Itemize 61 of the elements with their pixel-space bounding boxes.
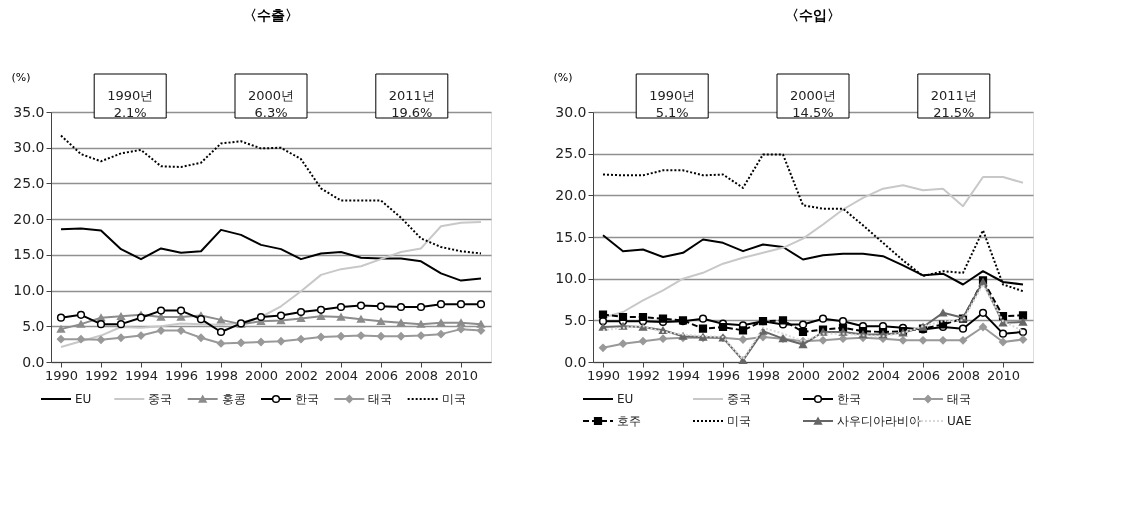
y-tick-label: 35.0 (13, 103, 45, 120)
annotation: 2000년 14.5% (789, 88, 837, 120)
annotation: 1990년 5.1% (649, 88, 696, 120)
x-tick-label: 2004 (324, 367, 359, 383)
legend-label: 호주 (617, 414, 641, 428)
y-tick-label: 15.0 (13, 246, 45, 263)
x-tick-label: 2004 (866, 367, 901, 383)
x-tick-label: 1992 (626, 367, 661, 383)
x-tick-label: 2000 (244, 367, 279, 383)
legend-label: EU (75, 392, 92, 406)
x-tick-label: 2006 (364, 367, 399, 383)
annotation: 2011년 21.5% (930, 88, 977, 120)
legend-label: 한국 (837, 392, 861, 406)
x-tick-label: 2000 (786, 367, 821, 383)
x-tick-label: 1990 (586, 367, 621, 383)
legend-label: 태국 (368, 392, 393, 406)
x-tick-label: 1994 (666, 367, 701, 383)
x-tick-label: 1990 (44, 367, 79, 383)
annotation: 2011년 19.6% (388, 88, 435, 120)
legend-label: 홍콩 (221, 392, 246, 406)
y-tick-label: 20.0 (13, 210, 45, 227)
x-tick-label: 1996 (706, 367, 741, 383)
x-tick-label: 1998 (204, 367, 239, 383)
x-tick-label: 2010 (986, 367, 1021, 383)
y-axis-title: (%) (553, 70, 573, 84)
chart-title: 〈수입〉 (785, 7, 841, 23)
y-tick-label: 20.0 (555, 186, 587, 203)
legend-label: UAE (947, 414, 972, 428)
x-tick-label: 2002 (826, 367, 861, 383)
y-tick-label: 0.0 (22, 353, 45, 370)
y-tick-label: 25.0 (13, 174, 45, 191)
y-axis-title: (%) (11, 70, 31, 84)
annotation: 1990년 2.1% (107, 88, 154, 120)
legend-label: 사우디아라비아 (837, 414, 921, 428)
x-tick-label: 1992 (84, 367, 119, 383)
chart-title: 〈수출〉 (243, 7, 299, 23)
x-tick-label: 2010 (444, 367, 479, 383)
x-tick-label: 2002 (284, 367, 319, 383)
legend-label: 태국 (947, 392, 971, 406)
y-tick-label: 0.0 (564, 353, 587, 370)
y-tick-label: 15.0 (555, 228, 587, 245)
x-tick-label: 2006 (906, 367, 941, 383)
y-tick-label: 30.0 (13, 139, 45, 156)
y-tick-label: 5.0 (22, 317, 45, 334)
x-tick-label: 2008 (946, 367, 981, 383)
x-tick-label: 1996 (164, 367, 199, 383)
x-tick-label: 1998 (746, 367, 781, 383)
legend-label: 한국 (295, 392, 319, 406)
y-tick-label: 25.0 (555, 145, 587, 162)
legend-label: 미국 (441, 392, 466, 406)
y-tick-label: 10.0 (13, 282, 45, 299)
y-tick-label: 30.0 (555, 103, 587, 120)
x-tick-label: 2008 (404, 367, 439, 383)
legend-label: EU (617, 392, 634, 406)
legend-label: 중국 (148, 392, 173, 406)
y-tick-label: 5.0 (564, 311, 587, 328)
x-tick-label: 1994 (124, 367, 159, 383)
legend-label: 미국 (727, 414, 751, 428)
y-tick-label: 10.0 (555, 270, 587, 287)
annotation: 2000년 6.3% (247, 88, 295, 120)
legend-label: 중국 (727, 392, 751, 406)
